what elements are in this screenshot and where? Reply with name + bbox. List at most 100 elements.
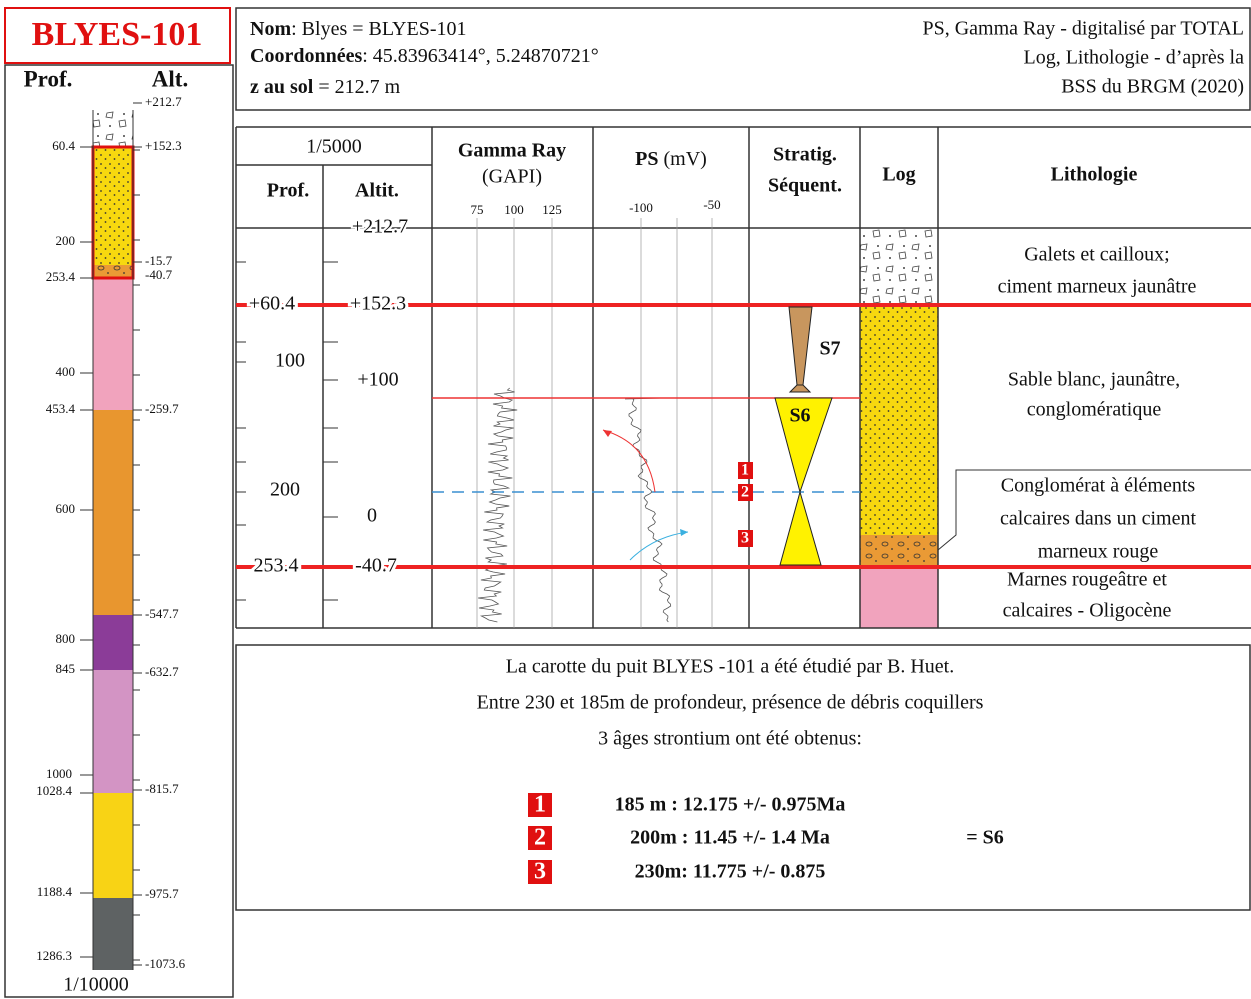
path [602, 429, 656, 493]
rect [93, 670, 133, 793]
path [603, 430, 612, 437]
label: (mV) [659, 148, 707, 170]
label: -40.7 [145, 267, 173, 282]
label: = 212.7 m [313, 76, 400, 98]
rect [860, 305, 938, 535]
label: +212.7 [145, 94, 182, 109]
label: 200 [270, 479, 300, 501]
label: 1 [741, 462, 749, 479]
text: PS (mV) [635, 148, 707, 170]
label: 230m: 11.775 +/- 0.875 [635, 861, 826, 883]
label: calcaires - Oligocène [1003, 600, 1172, 622]
label: 800 [56, 631, 76, 646]
text: z au sol = 212.7 m [250, 76, 401, 98]
label: 400 [56, 364, 76, 379]
label: -547.7 [145, 606, 179, 621]
label: 3 [534, 859, 546, 885]
label: Conglomérat à éléments [1001, 475, 1196, 497]
label: : Blyes = BLYES-101 [291, 18, 466, 40]
label: 200m : 11.45 +/- 1.4 Ma [630, 827, 830, 849]
rect [738, 484, 753, 501]
rect [235, 7, 1251, 111]
rect [93, 110, 133, 146]
label: conglomératique [1027, 399, 1162, 421]
rect [93, 898, 133, 970]
label: = S6 [966, 827, 1004, 849]
label: ciment marneux jaunâtre [998, 276, 1197, 298]
label: 60.4 [52, 138, 75, 153]
label: -15.7 [145, 253, 173, 268]
label: Coordonnées [250, 45, 362, 67]
left-column: BLYES-101 Prof. Alt. 60.4 200 253.4 400 … [4, 7, 234, 998]
label: 2 [534, 825, 546, 851]
rect [860, 567, 938, 628]
label: Sable blanc, jaunâtre, [1008, 369, 1180, 391]
label: 1 [534, 792, 546, 818]
rect [93, 410, 133, 615]
label: 1286.3 [36, 948, 72, 963]
label: -1073.6 [145, 956, 186, 971]
label: 185 m : 12.175 +/- 0.975Ma [615, 794, 846, 816]
polygon [788, 306, 813, 386]
path [236, 126, 1251, 629]
rect [93, 793, 133, 898]
label: calcaires dans un ciment [1000, 508, 1196, 530]
header-box: Nom: Blyes = BLYES-101 Coordonnées: 45.8… [235, 7, 1251, 111]
rect [4, 64, 234, 998]
rect [738, 530, 753, 547]
scale-label: 1/10000 [63, 974, 129, 996]
label: z au sol [250, 76, 314, 98]
label: Galets et cailloux; [1024, 244, 1170, 266]
label: PS, Gamma Ray - digitalisé par TOTAL [922, 18, 1244, 40]
label: : 45.83963414°, 5.24870721° [362, 45, 599, 67]
label: 453.4 [46, 401, 76, 416]
label: Altit. [355, 180, 399, 202]
log-panel: 1/5000 Prof. Altit. Gamma Ray (GAPI) 75 … [235, 126, 1251, 629]
path [478, 387, 518, 623]
path [629, 531, 689, 561]
rect [93, 278, 133, 410]
label: Nom [250, 18, 291, 40]
label: 3 âges strontium ont été obtenus: [598, 728, 862, 750]
label: -40.7 [355, 555, 397, 577]
g [80, 102, 142, 966]
label: 200 [56, 233, 76, 248]
label: Log [882, 164, 915, 186]
path [624, 397, 672, 623]
rect [528, 793, 552, 817]
label: -259.7 [145, 401, 179, 416]
label: Marnes rougeâtre et [1007, 569, 1167, 591]
label: Séquent. [768, 175, 842, 197]
rect [4, 7, 231, 64]
rect [738, 462, 753, 479]
well-title: BLYES-101 [32, 16, 203, 53]
label: 1188.4 [37, 884, 73, 899]
label: +152.3 [145, 138, 182, 153]
label: 600 [56, 501, 76, 516]
label: -815.7 [145, 781, 179, 796]
label: marneux rouge [1038, 541, 1159, 563]
label: 75 [471, 202, 484, 217]
label: BSS du BRGM (2020) [1061, 76, 1244, 98]
label: 1028.4 [36, 783, 72, 798]
label: 3 [741, 530, 749, 547]
rect [528, 860, 552, 884]
label: -975.7 [145, 886, 179, 901]
label: 1/5000 [306, 136, 362, 158]
label: 253.4 [46, 269, 76, 284]
label: 253.4 [254, 555, 299, 577]
rect [860, 535, 938, 567]
text: Nom: Blyes = BLYES-101 [250, 18, 467, 40]
g [236, 218, 713, 628]
label: 1000 [46, 766, 72, 781]
rect [235, 644, 1251, 911]
label: +60.4 [249, 293, 295, 315]
label: (GAPI) [482, 166, 542, 188]
rect [93, 615, 133, 670]
label: Log, Lithologie - d’après la [1024, 47, 1245, 69]
notes-box: La carotte du puit BLYES -101 a été étud… [235, 644, 1251, 911]
label: 100 [275, 350, 305, 372]
label: 125 [542, 202, 562, 217]
